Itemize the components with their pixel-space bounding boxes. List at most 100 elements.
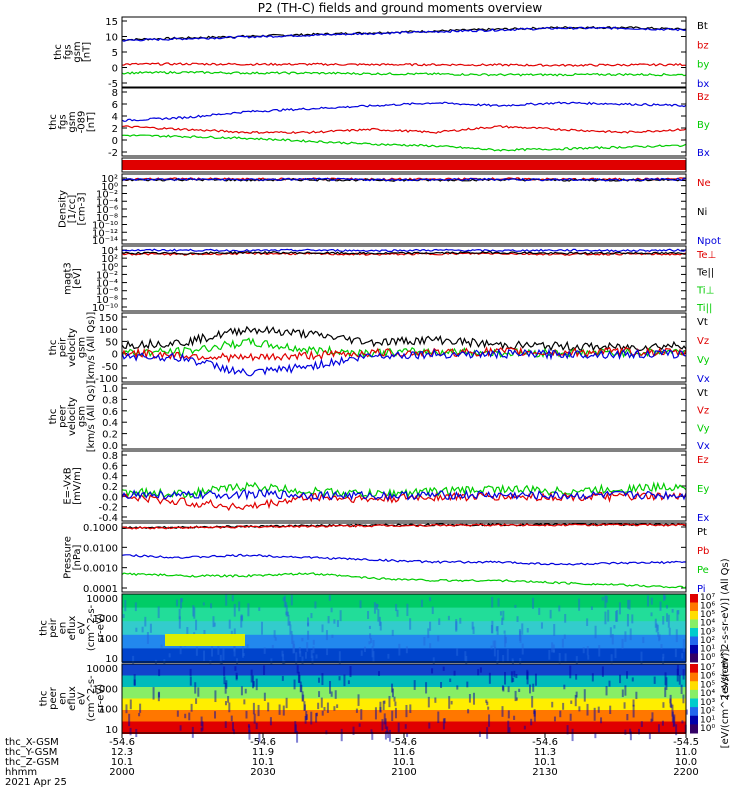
spectrogram-speck <box>514 604 517 608</box>
y-axis-label: fgs <box>58 114 69 129</box>
x-axis-tick-label: -54.6 <box>250 737 276 748</box>
panel-frame <box>121 383 687 450</box>
y-axis-label: peer <box>48 686 59 710</box>
spectrogram-speck <box>682 639 685 652</box>
spectrogram-speck <box>591 673 594 682</box>
spectrogram-speck <box>578 598 581 611</box>
spectrogram-speck <box>409 704 412 713</box>
y-axis-label: eV <box>77 692 88 705</box>
spectrogram-speck <box>486 701 489 706</box>
spectrogram-speck <box>217 641 220 655</box>
legend-entry: Te⊥ <box>696 250 716 261</box>
y-tick-label: 10² <box>101 254 118 265</box>
spectrogram-speck <box>437 711 440 724</box>
spectrogram-speck <box>243 699 246 705</box>
y-tick-label: 10⁻⁴ <box>96 279 118 290</box>
spectrogram-speck <box>248 725 251 733</box>
spectrogram-speck <box>501 685 504 691</box>
spectrogram-band <box>122 621 686 636</box>
spectrogram-speck <box>499 611 502 616</box>
y-axis-label: eflux <box>67 686 78 711</box>
y-axis-label: -089 <box>77 111 88 134</box>
spectrogram-speck <box>359 600 362 609</box>
spectrogram-feature <box>165 634 245 646</box>
spectrogram-speck <box>501 706 504 717</box>
spectrogram-speck <box>562 702 565 710</box>
colorbar-tick: 10¹ <box>700 644 715 654</box>
y-tick-label: -50 <box>102 362 118 373</box>
spectrogram-speck <box>586 618 589 627</box>
colorbar-tick: 10⁷ <box>700 593 715 603</box>
colorbar-tick: 10⁶ <box>700 672 715 682</box>
spectrogram-speck <box>252 702 255 715</box>
spectrogram-speck <box>569 713 572 721</box>
spectrogram-speck <box>516 616 519 622</box>
spectrogram-speck <box>575 691 578 698</box>
spectrogram-speck <box>631 677 634 682</box>
spectrogram-speck <box>629 628 632 641</box>
spectrogram-speck <box>129 727 132 736</box>
x-axis-row-label: thc_X-GSM <box>5 737 59 748</box>
spectrogram-speck <box>158 669 161 677</box>
spectrogram-speck <box>347 680 350 685</box>
spectrogram-speck <box>493 646 496 657</box>
spectrogram-speck <box>531 695 534 708</box>
spectrogram-speck <box>191 726 194 738</box>
panel-frame <box>121 593 687 663</box>
series-Npot-line <box>121 177 687 182</box>
spectrogram-speck <box>233 628 236 637</box>
spectrogram-speck <box>504 636 507 644</box>
series-Te-line <box>121 251 686 256</box>
spectrogram-speck <box>312 646 315 654</box>
spectrogram-speck <box>190 703 193 712</box>
x-axis-tick-label: 12.3 <box>111 747 133 758</box>
spectrogram-speck <box>496 649 499 661</box>
spectrogram-speck <box>574 694 577 707</box>
spectrogram-speck <box>391 710 394 722</box>
colorbar-segment <box>690 698 698 708</box>
spectrogram-speck <box>479 667 482 673</box>
spectrogram-speck <box>176 710 179 717</box>
spectrogram-speck <box>570 700 573 704</box>
legend-entry: by <box>697 60 709 71</box>
spectrogram-speck <box>659 601 662 611</box>
spectrogram-speck <box>564 653 567 662</box>
legend-entry: Pe <box>697 565 709 576</box>
spectrogram-speck <box>394 701 397 707</box>
spectrogram-speck <box>663 594 666 601</box>
y-axis-label: gsm <box>77 337 88 358</box>
spectrogram-speck <box>682 669 685 680</box>
spectrogram-speck <box>325 730 328 735</box>
y-tick-label: 0 <box>112 350 118 361</box>
spectrogram-speck <box>437 635 440 642</box>
x-axis-tick-label: 2100 <box>391 767 416 778</box>
series-Te||-line <box>121 250 687 255</box>
spectrogram-speck <box>427 628 430 639</box>
x-axis-row-label: thc_Z-GSM <box>5 757 59 768</box>
spectrogram-band <box>122 721 686 734</box>
colorbar-segment <box>690 715 698 725</box>
y-axis-label: peer <box>58 404 69 428</box>
spectrogram-speck <box>245 710 248 719</box>
panel-8: Pressure[nPa]0.1000 0.0100 0.0010 0.0001 Pt P… <box>62 523 709 595</box>
spectrogram-speck <box>597 706 600 713</box>
spectrogram-speck <box>298 647 301 654</box>
spectrogram-speck <box>178 608 181 620</box>
spectrogram-speck <box>609 705 612 714</box>
legend-entry: Ey <box>697 484 709 495</box>
panel-frame <box>121 16 687 88</box>
spectrogram-speck <box>590 606 593 610</box>
spectrogram-speck <box>664 595 667 600</box>
spectrogram-speck <box>141 626 144 633</box>
spectrogram-speck <box>371 731 374 740</box>
spectrogram-speck <box>632 699 635 707</box>
spectrogram-speck <box>253 713 256 724</box>
spectrogram-speck <box>650 718 653 723</box>
spectrogram-speck <box>569 665 572 679</box>
spectrogram-speck <box>387 653 390 659</box>
series-by-line <box>121 70 687 77</box>
colorbar-tick: 10³ <box>700 627 715 637</box>
spectrogram-speck <box>396 609 399 617</box>
